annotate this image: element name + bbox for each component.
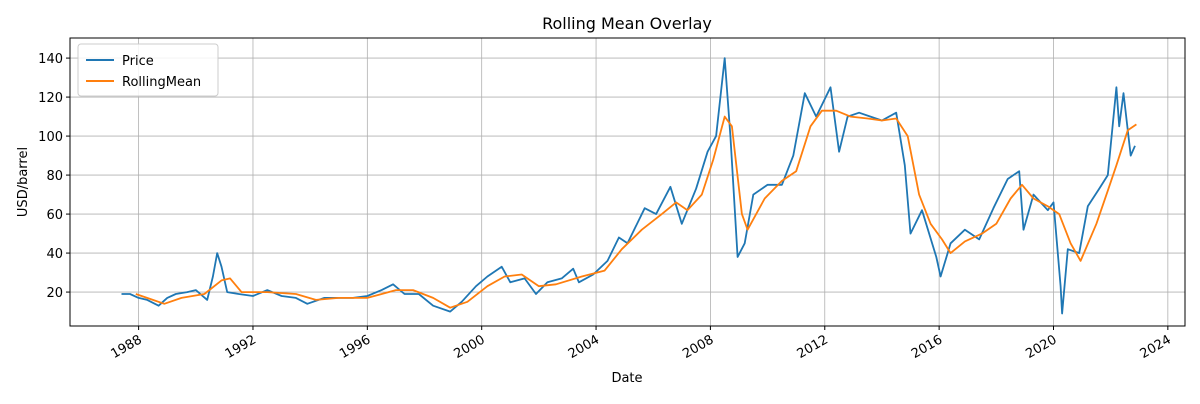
y-tick-label: 80 bbox=[46, 169, 63, 184]
x-axis-label: Date bbox=[611, 371, 642, 386]
y-axis-label: USD/barrel bbox=[16, 147, 31, 217]
legend-box bbox=[77, 43, 219, 97]
line-series bbox=[121, 57, 1136, 315]
line-series bbox=[135, 109, 1137, 309]
y-tick-label: 140 bbox=[38, 52, 63, 67]
y-tick-label: 40 bbox=[46, 247, 63, 262]
legend-label: RollingMean bbox=[122, 75, 201, 90]
y-tick-label: 100 bbox=[38, 130, 63, 145]
y-tick-label: 120 bbox=[38, 91, 63, 106]
y-tick-label: 20 bbox=[46, 286, 63, 301]
chart-title: Rolling Mean Overlay bbox=[542, 14, 712, 33]
plot-frame bbox=[69, 37, 1186, 327]
y-tick-label: 60 bbox=[46, 208, 63, 223]
legend-label: Price bbox=[122, 54, 154, 69]
